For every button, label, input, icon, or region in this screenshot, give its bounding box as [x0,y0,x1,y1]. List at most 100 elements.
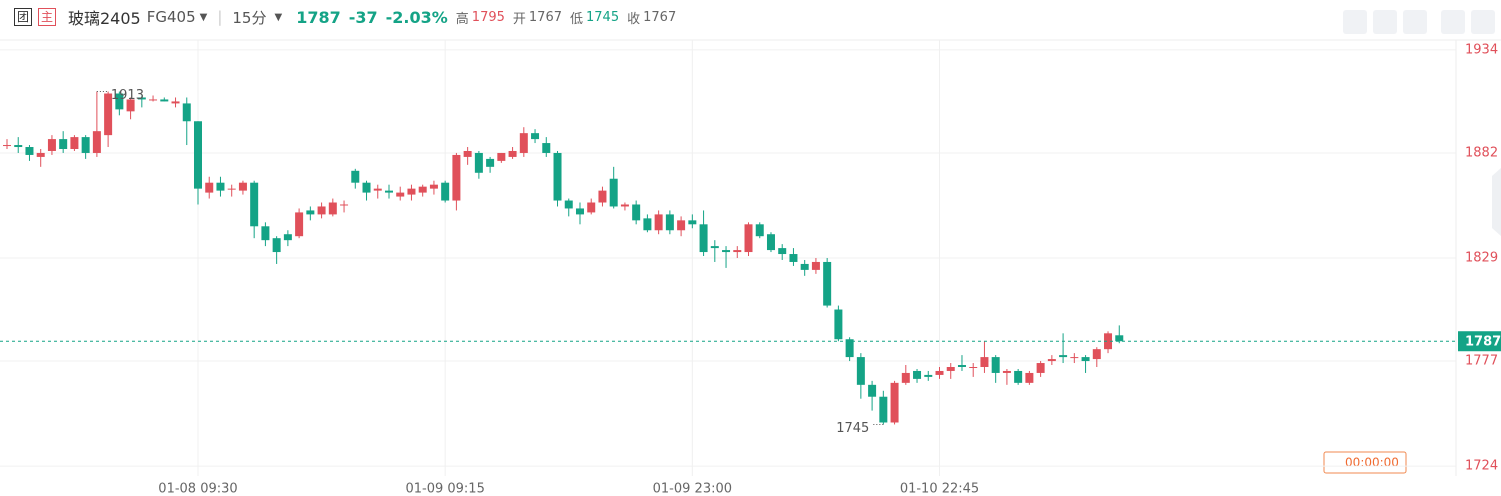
candle-body [1092,349,1101,360]
stat-label: 开 [512,11,526,27]
candle-body [722,250,731,253]
dropdown[interactable]: ▼ [199,11,208,23]
candle-body [340,204,349,206]
candle-body [980,357,989,367]
candle-body [643,218,652,231]
candle-body [171,101,180,104]
candle-body [834,309,843,340]
candle-body [677,220,686,231]
candle-body [407,188,416,195]
candle-body [587,202,596,213]
candle-body [216,182,225,191]
candle-body [104,93,113,136]
candle-body [160,99,169,102]
candle-body [182,103,191,122]
candle-body [744,224,753,253]
candle-body [823,261,832,306]
candle-body [25,147,34,155]
candle-body [317,206,326,215]
candle-body [452,154,461,201]
candle-body [463,150,472,157]
candle-body [441,182,450,201]
y-tick-label: 1777 [1465,354,1498,369]
candle-body [1104,333,1113,350]
candle-body [205,182,214,193]
name: 玻璃2405 [68,9,141,28]
candle-body [553,152,562,201]
candle-body [654,214,663,231]
candle-body [193,121,202,189]
candle-body [497,152,506,161]
candle-body [250,182,259,227]
draw-button[interactable] [1373,10,1397,34]
candle-body [149,99,158,101]
candle-body [845,339,854,358]
candle-body [81,137,90,153]
side-tab[interactable] [1492,168,1501,236]
stat-value: 1767 [528,9,562,25]
change-pct: -2.03% [385,7,448,27]
candle-body [598,190,607,203]
candle-body [564,200,573,209]
candle-body [665,214,674,231]
x-tick-label: 01-10 22:45 [900,482,979,496]
candle-body [1081,357,1090,362]
candle-body [474,152,483,173]
candle-body [969,367,978,368]
min-label: 1745 [836,421,869,436]
code[interactable]: FG405 [146,8,196,26]
timer: 00:00:00 [1345,456,1399,470]
candle-body [351,170,360,183]
change: -37 [348,7,378,27]
fullscreen-button[interactable] [1441,10,1465,34]
separator: | [217,8,223,26]
candle-body [429,184,438,189]
last-price-tag [1458,331,1501,352]
stat-label: 高 [455,11,469,27]
candle-body [800,263,809,270]
timer-box [1323,451,1407,474]
candle-body [632,204,641,221]
chart-type-button[interactable] [1403,10,1427,34]
candle-body [755,224,764,237]
candle-body [306,210,315,215]
badge[interactable]: 团 [14,8,32,26]
candle-body [373,188,382,191]
badge[interactable]: 主 [38,8,56,26]
dropdown[interactable]: ▼ [274,11,283,23]
candle-body [1059,355,1068,358]
last-price-label: 1787 [1465,335,1501,350]
candle-body [115,93,124,110]
candle-body [3,145,11,147]
candle-body [778,248,787,255]
candle-body [620,204,629,207]
candle-body [1115,335,1124,342]
candle-body [913,370,922,379]
candle-body [890,382,899,423]
candle-body [272,238,281,253]
candle-body [542,143,551,153]
toolbar [1343,10,1495,34]
candle-body [935,370,944,375]
candle-body [137,97,146,100]
stat-value: 1767 [643,9,677,25]
candle-body [362,182,371,193]
candle-body [811,261,820,270]
candle-body [901,372,910,383]
period[interactable]: 15分 [232,8,267,27]
candle-body [1047,359,1056,362]
price: 1787 [296,7,341,27]
candle-body [384,190,393,193]
candle-body [508,150,517,157]
candle-body [1070,357,1079,359]
candle-body [766,234,775,251]
candle-body [1025,372,1034,383]
candle-body [486,158,495,167]
candle-body [92,131,101,153]
close-button[interactable] [1471,10,1495,34]
indicator-button[interactable] [1343,10,1367,34]
candle-body [531,133,540,140]
candle-body [519,133,528,153]
